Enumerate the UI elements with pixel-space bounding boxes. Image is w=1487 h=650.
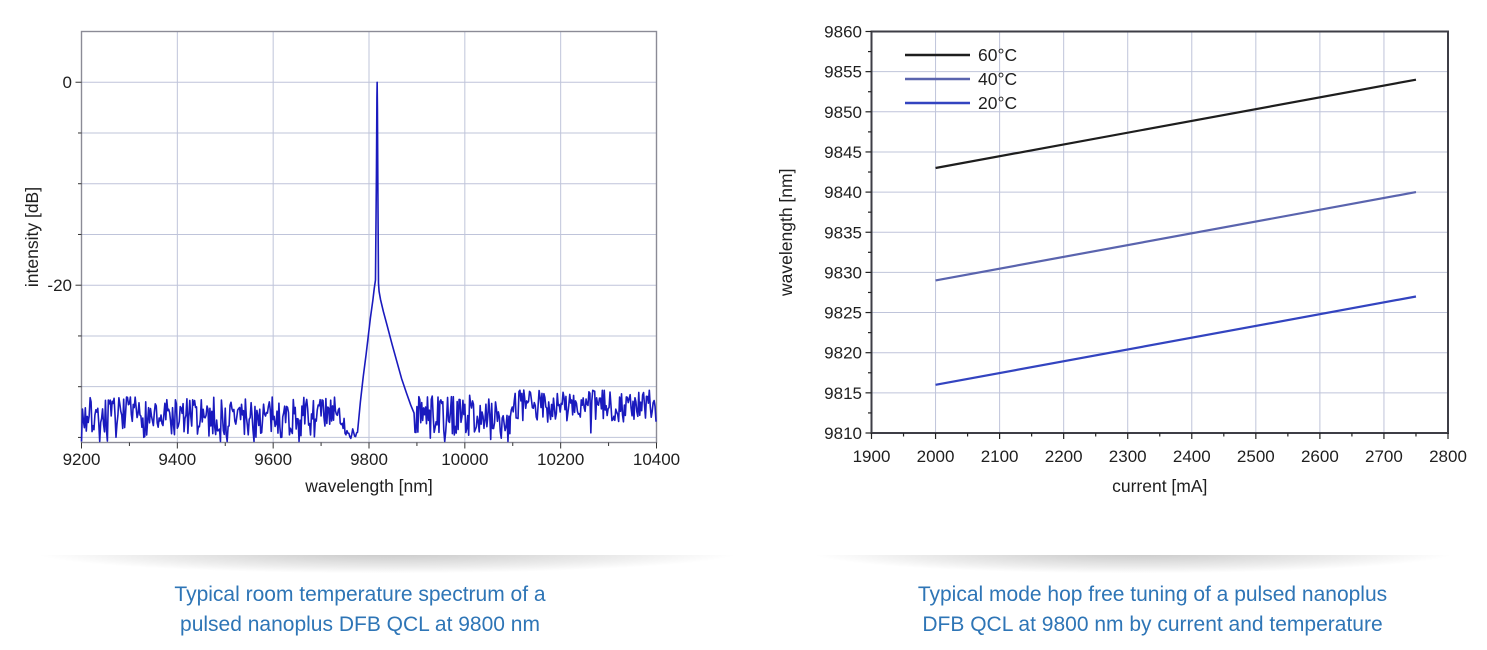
svg-text:2600: 2600 — [1301, 447, 1339, 466]
svg-text:2500: 2500 — [1237, 447, 1275, 466]
spectrum-tick-labels: 9200 9400 9600 9800 10000 10200 10400 0 -20 — [47, 73, 680, 469]
svg-text:1900: 1900 — [853, 447, 891, 466]
svg-text:9840: 9840 — [824, 183, 862, 202]
svg-text:10400: 10400 — [633, 450, 680, 469]
legend-label: 40°C — [978, 69, 1017, 89]
charts-canvas: 9200 9400 9600 9800 10000 10200 10400 0 -20 wavel… — [22, 23, 1467, 497]
tuning-series-60c — [935, 78, 1417, 170]
divider-shadow-right — [781, 555, 1485, 581]
svg-text:10200: 10200 — [537, 450, 584, 469]
svg-text:0: 0 — [63, 73, 72, 92]
svg-text:9810: 9810 — [824, 424, 862, 443]
tuning-ticks — [865, 30, 1449, 439]
svg-text:2000: 2000 — [917, 447, 955, 466]
spectrum-yaxis-title: intensity [dB] — [22, 187, 42, 287]
svg-text:9600: 9600 — [254, 450, 292, 469]
svg-text:9825: 9825 — [824, 304, 862, 323]
tuning-yaxis-title: wavelength [nm] — [776, 169, 796, 297]
tuning-xaxis-title: current [mA] — [1112, 476, 1207, 496]
spectrum-grid — [81, 31, 657, 443]
svg-text:2800: 2800 — [1429, 447, 1467, 466]
tuning-series-20c — [935, 295, 1417, 386]
spectrum-xaxis-title: wavelength [nm] — [304, 476, 432, 496]
spectrum-series — [80, 81, 657, 443]
divider-shadow-left — [2, 555, 772, 581]
svg-text:2100: 2100 — [981, 447, 1019, 466]
caption-spectrum: Typical room temperature spectrum of a p… — [20, 580, 700, 640]
tuning-grid — [871, 31, 1448, 433]
spectrum-chart: 9200 9400 9600 9800 10000 10200 10400 0 -20 wavel… — [22, 30, 680, 496]
svg-text:2200: 2200 — [1045, 447, 1083, 466]
svg-text:9850: 9850 — [824, 103, 862, 122]
legend-label: 60°C — [978, 45, 1017, 65]
svg-text:10000: 10000 — [441, 450, 488, 469]
svg-text:9860: 9860 — [824, 23, 862, 42]
svg-text:9855: 9855 — [824, 63, 862, 82]
legend-label: 20°C — [978, 93, 1017, 113]
caption-spectrum-line2: pulsed nanoplus DFB QCL at 9800 nm — [180, 613, 540, 636]
caption-tuning: Typical mode hop free tuning of a pulsed… — [815, 580, 1487, 640]
svg-text:9830: 9830 — [824, 263, 862, 282]
svg-text:2400: 2400 — [1173, 447, 1211, 466]
svg-text:9845: 9845 — [824, 143, 862, 162]
caption-tuning-line1: Typical mode hop free tuning of a pulsed… — [917, 583, 1388, 606]
svg-text:9820: 9820 — [824, 344, 862, 363]
svg-text:9400: 9400 — [158, 450, 196, 469]
tuning-tick-labels: 1900 2000 2100 2200 2300 2400 2500 2600 2700 2800… — [824, 23, 1467, 467]
svg-text:9200: 9200 — [63, 450, 101, 469]
svg-text:-20: -20 — [47, 276, 72, 295]
tuning-chart: 1900 2000 2100 2200 2300 2400 2500 2600 2700 2800… — [776, 23, 1467, 497]
spectrum-ticks — [75, 81, 657, 449]
svg-text:9835: 9835 — [824, 223, 862, 242]
svg-text:9800: 9800 — [350, 450, 388, 469]
svg-text:2300: 2300 — [1109, 447, 1147, 466]
tuning-legend: 60°C 40°C 20°C — [905, 45, 1017, 113]
svg-text:9815: 9815 — [824, 384, 862, 403]
caption-spectrum-line1: Typical room temperature spectrum of a — [174, 583, 546, 606]
tuning-series-40c — [935, 191, 1417, 282]
svg-text:2700: 2700 — [1365, 447, 1403, 466]
caption-tuning-line2: DFB QCL at 9800 nm by current and temper… — [922, 613, 1383, 636]
